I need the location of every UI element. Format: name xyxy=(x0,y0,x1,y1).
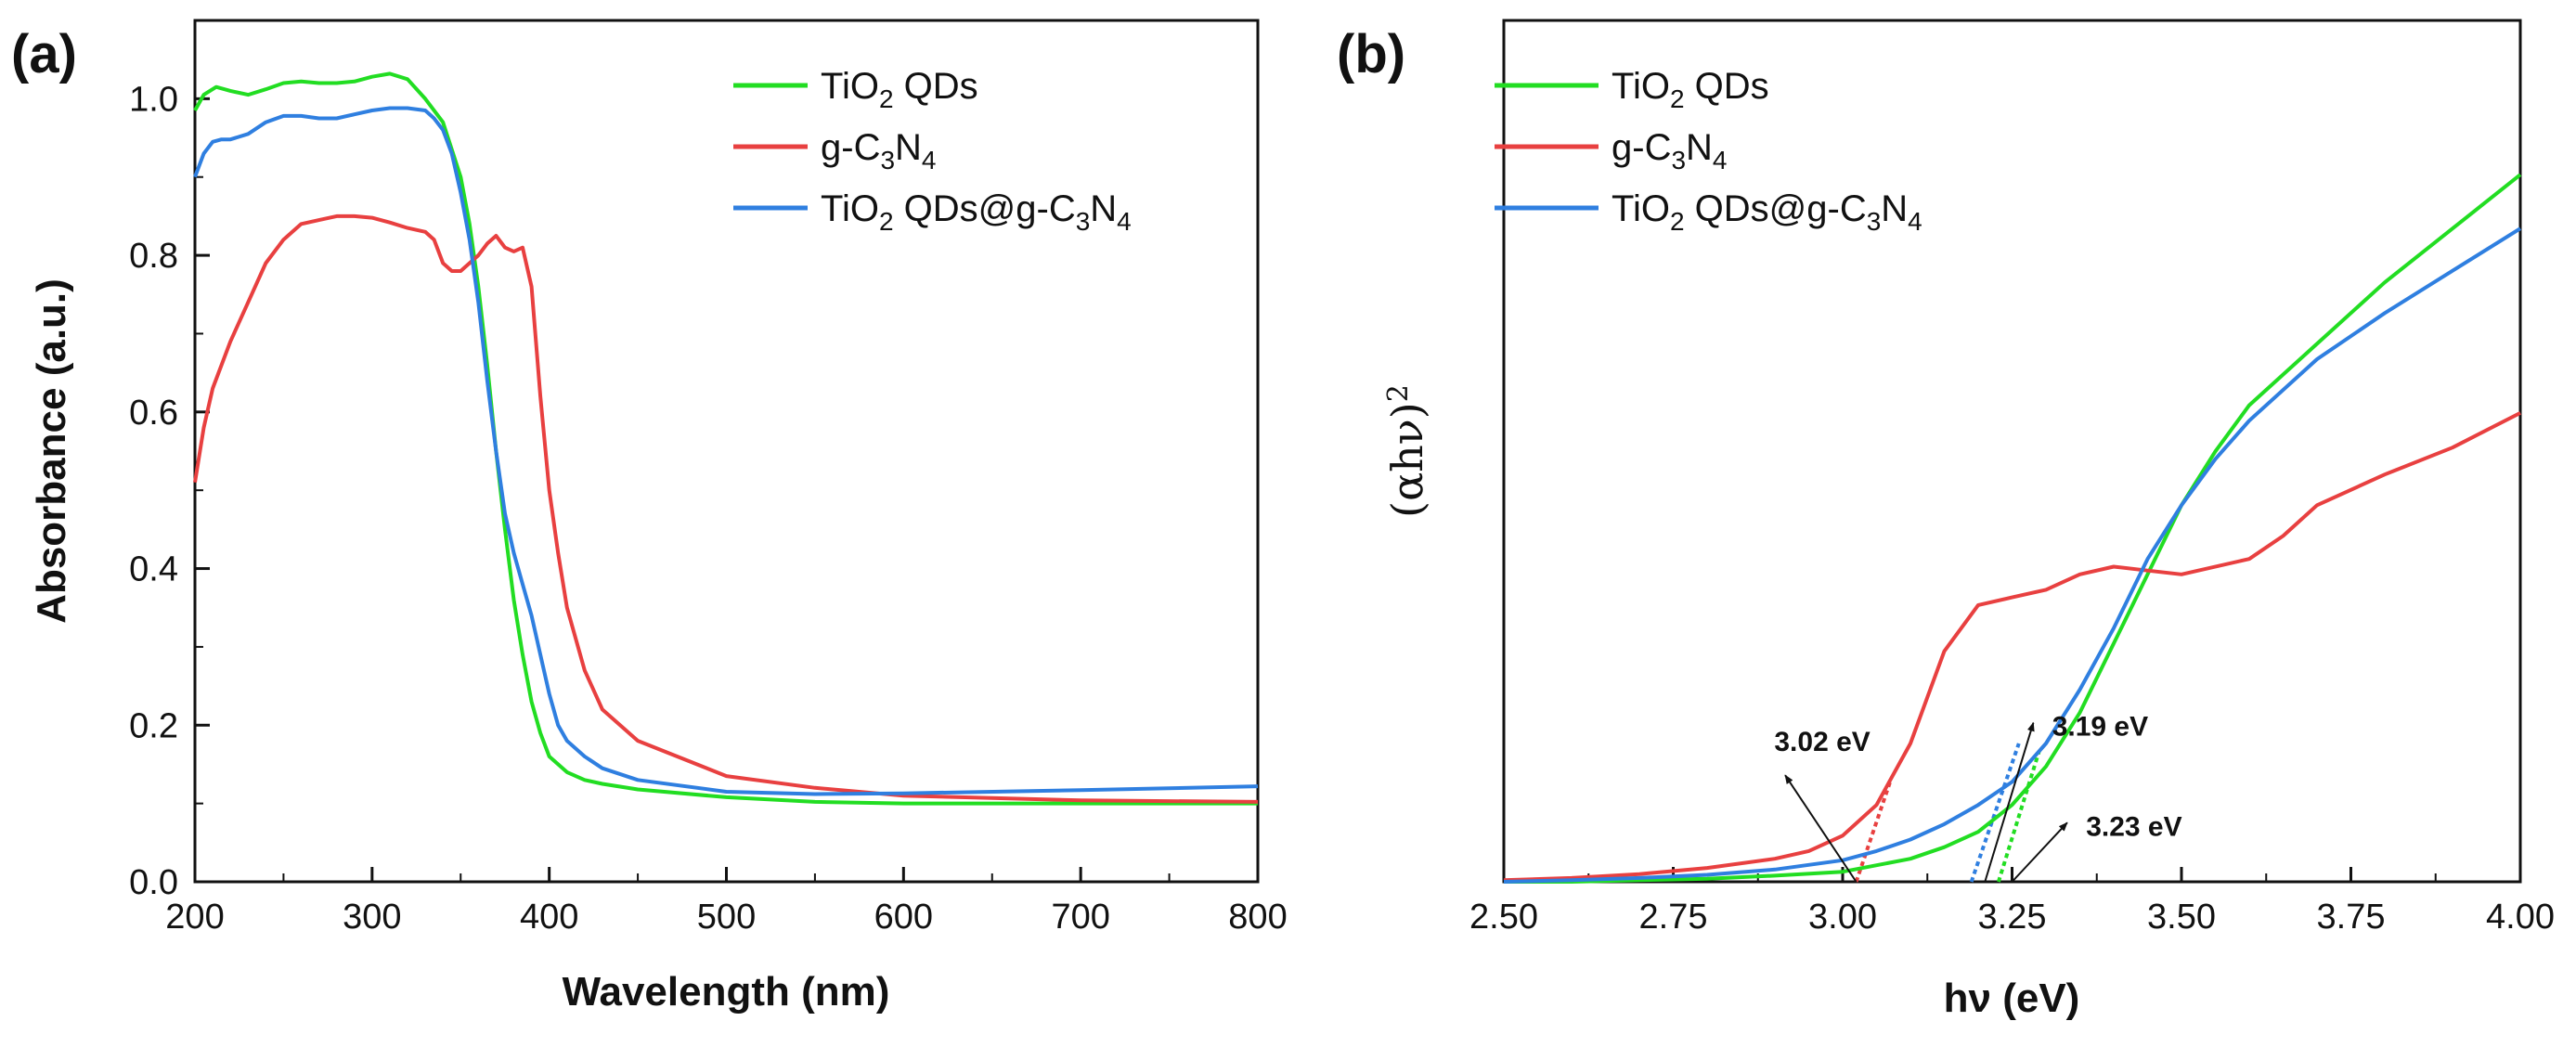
panel-b-annotation-arrow-3-23-ev xyxy=(2011,821,2068,883)
panel-a-label: (a) xyxy=(11,24,77,84)
panel-b-x-tick-label: 3.25 xyxy=(1978,898,2047,937)
panel-a-legend-label-tio2-qds-g-c3n4: TiO2 QDs@g-C3N4 xyxy=(821,188,1132,236)
panel-b-x-tick-label: 3.50 xyxy=(2147,898,2216,937)
panel-b-tauc-chart: (b) 2.50 2.75 3.00 3.25 3.50 3.75 4.00 3.02 eV… xyxy=(1337,19,2555,1021)
panel-b-annotation-label-3-19-ev: 3.19 eV xyxy=(2052,712,2148,743)
panel-a-absorbance-chart: (a) 200 300 400 500 600 700 800 0.0 0.2 0.4 0.6 0.8… xyxy=(11,19,1288,1015)
panel-b-x-tick-label: 3.75 xyxy=(2317,898,2386,937)
panel-b-series-group xyxy=(1503,173,2522,884)
panel-a-x-tick-label: 200 xyxy=(165,898,224,937)
panel-b-axis-ticks: 2.50 2.75 3.00 3.25 3.50 3.75 4.00 xyxy=(1469,867,2555,937)
panel-b-series-line-tio2-qds-g-c3n4 xyxy=(1503,226,2522,884)
panel-a-series-group xyxy=(193,71,1259,806)
panel-a-x-tick-label: 500 xyxy=(697,898,756,937)
panel-a-x-tick-label: 400 xyxy=(520,898,578,937)
panel-a-plot-frame xyxy=(193,19,1260,884)
panel-a-y-tick-label: 0.6 xyxy=(129,394,178,433)
panel-b-x-axis-title: hν (eV) xyxy=(1944,976,2080,1021)
panel-b-legend-label-g-c3n4: g-C3N4 xyxy=(1612,127,1728,174)
panel-a-axis-ticks: 200 300 400 500 600 700 800 0.0 0.2 0.4 0.6 0.8 1.0 xyxy=(129,80,1288,937)
panel-a-y-tick-label: 0.0 xyxy=(129,863,178,902)
panel-a-x-axis-title: Wavelength (nm) xyxy=(563,969,890,1015)
panel-a-legend: TiO2 QDs g-C3N4 TiO2 QDs@g-C3N4 xyxy=(733,66,1132,236)
panel-b-x-tick-label: 4.00 xyxy=(2486,898,2555,937)
panel-b-x-tick-label: 2.50 xyxy=(1469,898,1538,937)
panel-a-y-axis-title: Absorbance (a.u.) xyxy=(29,278,74,624)
panel-b-tangent-line-tio2-qds xyxy=(1996,750,2041,883)
panel-a-x-tick-label: 700 xyxy=(1051,898,1109,937)
panel-a-legend-label-tio2-qds: TiO2 QDs xyxy=(821,66,978,113)
panel-a-series-line-g-c3n4 xyxy=(193,213,1259,804)
panel-a-x-tick-label: 600 xyxy=(874,898,933,937)
panel-b-annotation-label-3-02-ev: 3.02 eV xyxy=(1774,727,1870,757)
panel-b-tangent-line-tio2-qds-g-c3n4 xyxy=(1969,743,2021,883)
panel-a-y-tick-label: 0.2 xyxy=(129,706,178,745)
panel-a-series-line-tio2-qds xyxy=(193,71,1258,806)
panel-b-label: (b) xyxy=(1337,24,1405,84)
panel-a-legend-label-g-c3n4: g-C3N4 xyxy=(821,127,937,174)
panel-b-series-line-tio2-qds xyxy=(1504,173,2522,884)
panel-b-tangent-line-g-c3n4 xyxy=(1854,781,1892,883)
panel-a-x-tick-label: 800 xyxy=(1228,898,1287,937)
panel-b-y-axis-title-text: (αhν)2 xyxy=(1382,384,1432,518)
panel-b-x-tick-label: 2.75 xyxy=(1639,898,1708,937)
panel-b-series-line-g-c3n4 xyxy=(1503,411,2521,883)
panel-b-legend: TiO2 QDs g-C3N4 TiO2 QDs@g-C3N4 xyxy=(1495,66,1922,236)
panel-b-annotations: 3.02 eV 3.19 eV 3.23 eV xyxy=(1774,712,2182,883)
panel-a-x-tick-label: 300 xyxy=(343,898,401,937)
panel-b-tangent-lines xyxy=(1854,743,2041,883)
panel-a-y-tick-label: 0.8 xyxy=(129,237,178,276)
panel-b-y-axis-title: (αhν)2 xyxy=(1382,384,1432,518)
panel-b-legend-label-tio2-qds: TiO2 QDs xyxy=(1612,66,1769,113)
panel-a-y-tick-label: 1.0 xyxy=(129,80,178,119)
panel-b-annotation-arrow-3-02-ev xyxy=(1784,774,1858,883)
panel-b-legend-label-tio2-qds-g-c3n4: TiO2 QDs@g-C3N4 xyxy=(1612,188,1922,236)
panel-a-y-tick-label: 0.4 xyxy=(129,550,178,589)
panel-a-series-line-tio2-qds-g-c3n4 xyxy=(193,106,1259,796)
panel-b-annotation-label-3-23-ev: 3.23 eV xyxy=(2086,811,2181,842)
panel-b-annotation-arrow-3-19-ev xyxy=(1984,721,2035,883)
panel-b-x-tick-label: 3.00 xyxy=(1808,898,1877,937)
